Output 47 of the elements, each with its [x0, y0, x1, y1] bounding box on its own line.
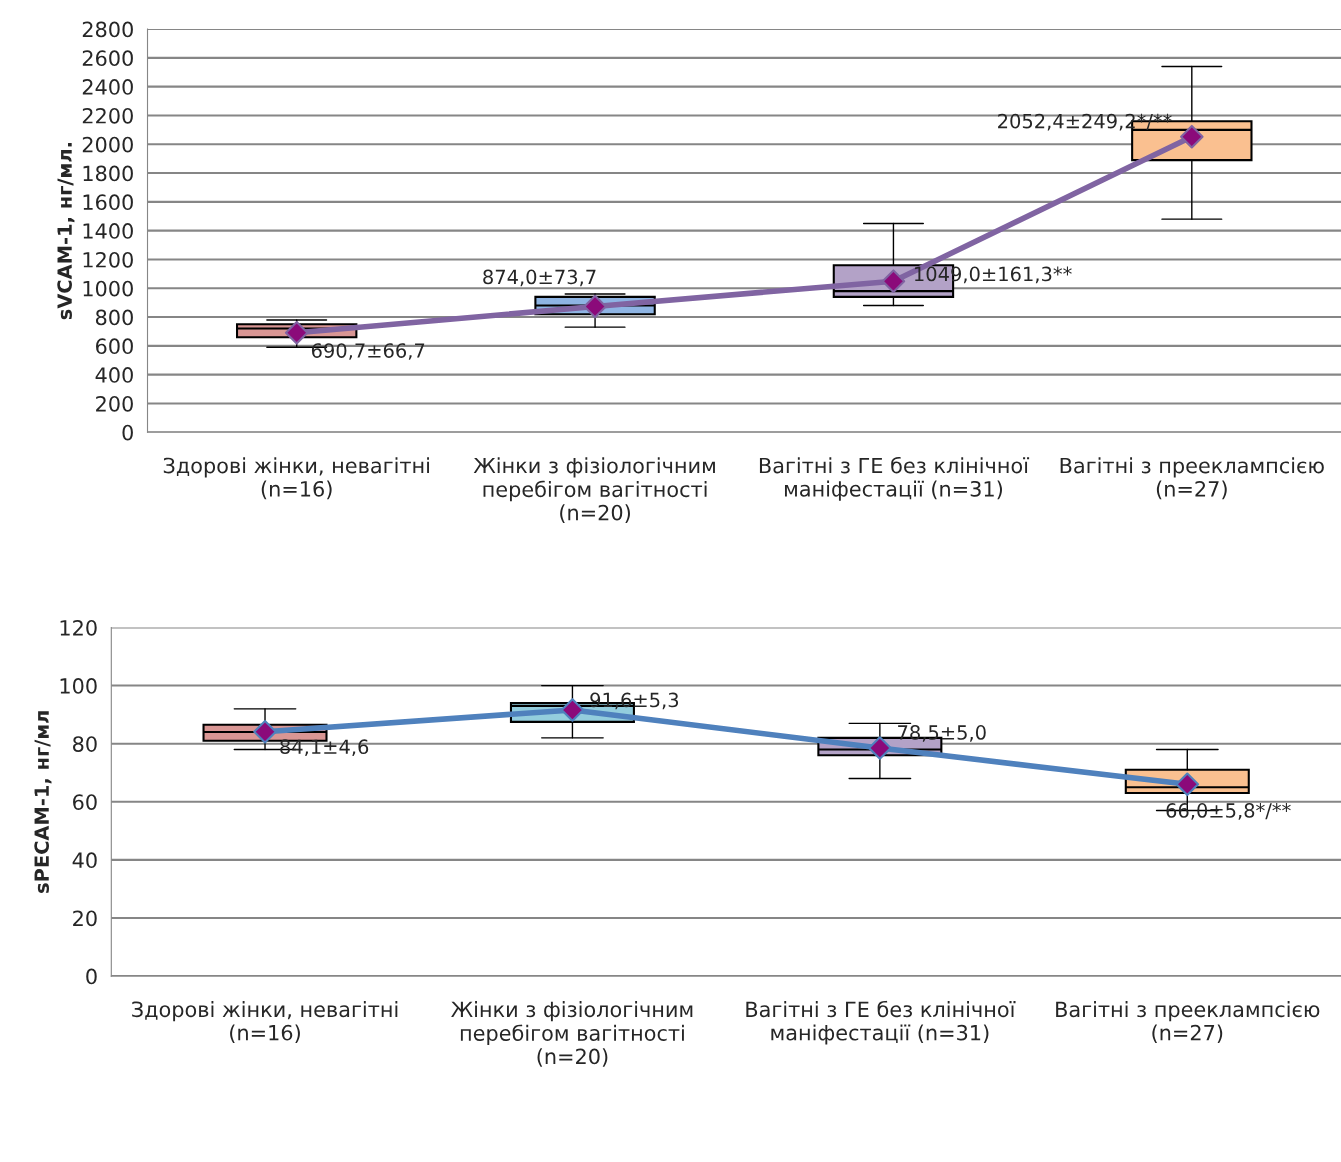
y-tick-label: 80 [73, 736, 97, 752]
y-tick-label: 20 [73, 910, 97, 927]
data-label: 690,7±66,7 [311, 343, 425, 360]
y-axis-title: sPECAM-1, нг/мл [34, 711, 52, 893]
x-tick-label: Здорові жінки, невагітні (n=16) [132, 1001, 398, 1043]
y-tick-label: 1400 [83, 223, 133, 239]
y-tick-label: 60 [73, 794, 97, 810]
y-tick-label: 0 [86, 968, 97, 985]
y-tick-label: 100 [60, 678, 97, 694]
y-tick-label: 400 [95, 367, 133, 383]
point [284, 321, 309, 345]
y-tick-label: 2200 [82, 107, 133, 124]
data-label: 78,5±5,0 [898, 725, 986, 742]
x-tick-label: Жінки з фізіологічним перебігом вагітності (n=20) [451, 1001, 693, 1067]
data-label: 66,0±5,8*/** [1166, 803, 1291, 820]
data-label: 2052,4±249,2*/** [998, 113, 1172, 131]
x-tick-label: Вагітні з прееклампсією (n=27) [1056, 1001, 1320, 1043]
y-tick-label: 40 [72, 852, 97, 869]
y-tick-label: 2600 [82, 50, 133, 67]
x-tick-label: Здорові жінки, невагітні (n=16) [163, 457, 429, 500]
y-tick-label: 1000 [83, 280, 133, 297]
y-axis-title: sVCAM-1, нг/мл. [57, 143, 75, 320]
point [1180, 124, 1204, 149]
data-label: 84,1±4,6 [280, 739, 369, 757]
y-tick-label: 0 [122, 424, 133, 441]
y-tick-label: 2000 [82, 136, 133, 153]
point [1175, 772, 1200, 797]
y-tick-label: 1800 [83, 165, 133, 182]
y-tick-label: 120 [60, 619, 97, 636]
x-tick-label: Вагітні з ГЕ без клінічної маніфестації (n=31) [746, 1000, 1016, 1045]
point [583, 294, 607, 319]
y-tick-label: 1200 [83, 251, 133, 268]
data-label: 91,6±5,3 [590, 692, 679, 710]
y-tick-label: 1600 [83, 194, 133, 211]
point [560, 698, 585, 722]
x-tick-label: Жінки з фізіологічним перебігом вагітності (n=20) [473, 457, 715, 523]
y-tick-label: 600 [96, 338, 133, 355]
point [881, 269, 906, 293]
point [253, 719, 277, 744]
y-tick-label: 2400 [82, 79, 133, 95]
y-tick-label: 200 [96, 395, 133, 412]
y-tick-label: 2800 [82, 21, 133, 38]
data-label: 874,0±73,7 [483, 269, 596, 287]
y-tick-label: 800 [95, 309, 133, 326]
point [868, 736, 892, 760]
x-tick-label: Вагітні з прееклампсією (n=27) [1060, 457, 1324, 500]
x-tick-label: Вагітні з ГЕ без клінічної маніфестації (n=31) [759, 456, 1030, 501]
